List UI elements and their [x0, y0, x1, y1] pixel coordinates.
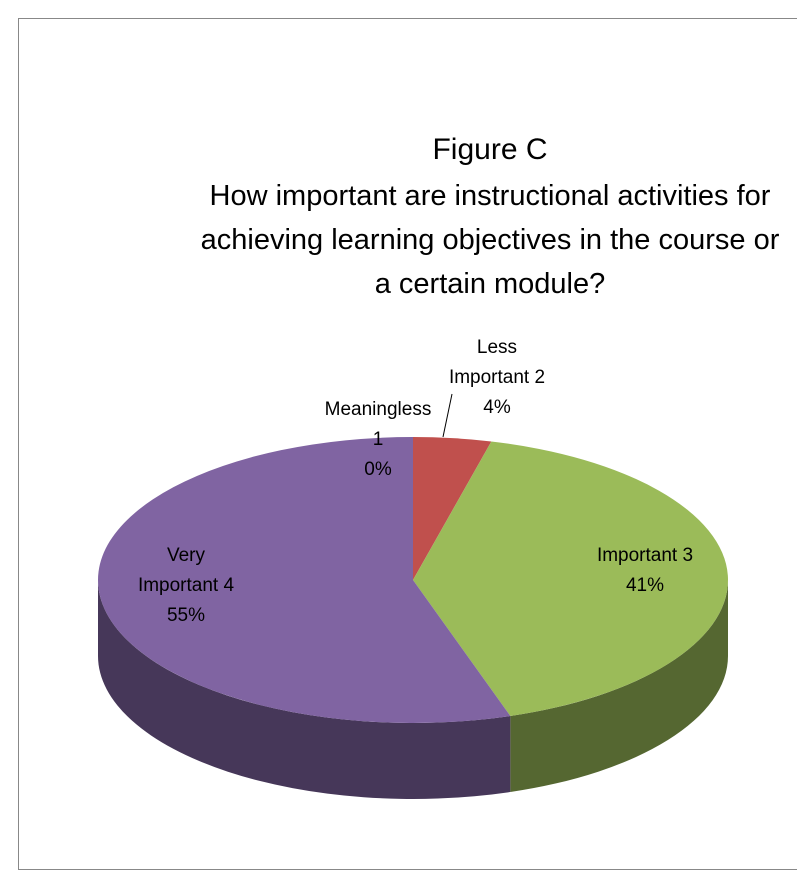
value-label: 4% — [483, 397, 511, 418]
category-label: Less Important 2 — [448, 337, 546, 388]
pie-slice — [413, 437, 492, 580]
value-label: 55% — [166, 605, 206, 626]
value-label: 41% — [625, 575, 665, 596]
value-label: 0% — [364, 459, 392, 480]
chart-title: Figure C — [432, 133, 548, 166]
leader-line — [442, 393, 453, 438]
data-label: Very Important 4 55% — [126, 541, 246, 631]
pie-slice — [97, 437, 511, 724]
pie-slice-side — [510, 580, 728, 793]
chart-subtitle: How important are instructional activiti… — [200, 180, 780, 300]
pie-slice — [413, 441, 728, 717]
category-label: Important 3 — [596, 545, 694, 566]
category-label: Meaningless 1 — [324, 399, 432, 450]
pie-slice-side — [98, 580, 511, 800]
data-label: Important 3 41% — [575, 541, 715, 601]
chart-frame — [18, 18, 797, 870]
data-label: Meaningless 1 0% — [323, 395, 433, 485]
category-label: Very Important 4 — [137, 545, 235, 596]
data-label: Less Important 2 4% — [442, 333, 552, 423]
